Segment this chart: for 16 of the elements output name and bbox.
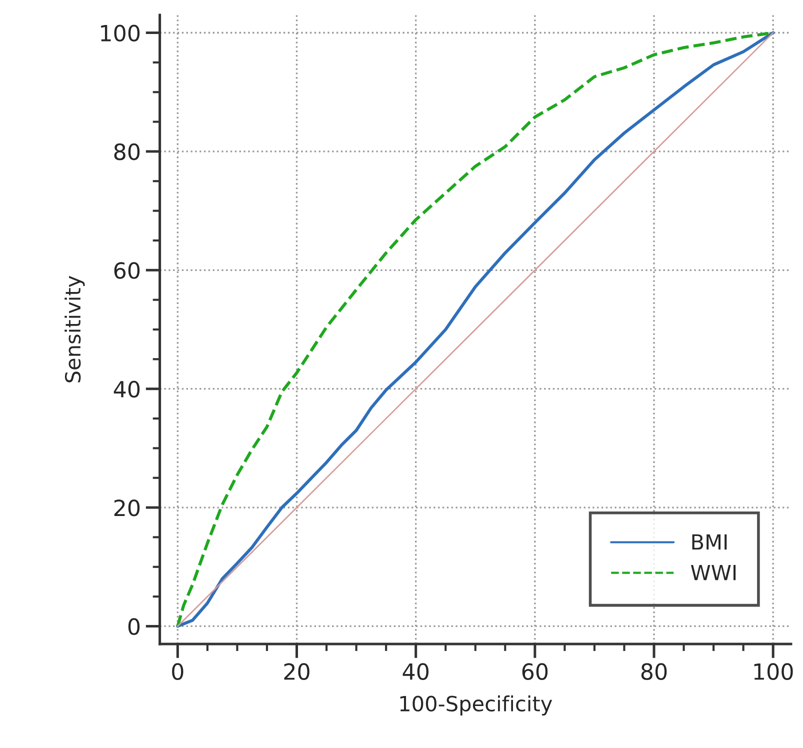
y-tick-label: 80 — [114, 143, 140, 160]
x-tick-label: 100 — [754, 663, 793, 680]
x-tick-label: 60 — [522, 663, 548, 680]
x-tick-label: 80 — [641, 663, 667, 680]
legend-label: BMI — [692, 534, 727, 550]
legend-label: WWI — [690, 564, 736, 580]
x-tick-label: 20 — [284, 663, 310, 680]
x-axis-title: 100-Specificity — [400, 695, 552, 716]
y-tick-label: 60 — [114, 262, 140, 279]
y-tick-label: 100 — [101, 24, 140, 42]
x-tick-label: 40 — [402, 663, 428, 680]
y-axis-title: Sensitivity — [64, 276, 85, 382]
x-tick-label: 0 — [172, 663, 184, 680]
y-tick-label: 40 — [114, 380, 140, 398]
y-tick-label: 0 — [128, 618, 140, 635]
y-tick-label: 20 — [114, 499, 140, 516]
